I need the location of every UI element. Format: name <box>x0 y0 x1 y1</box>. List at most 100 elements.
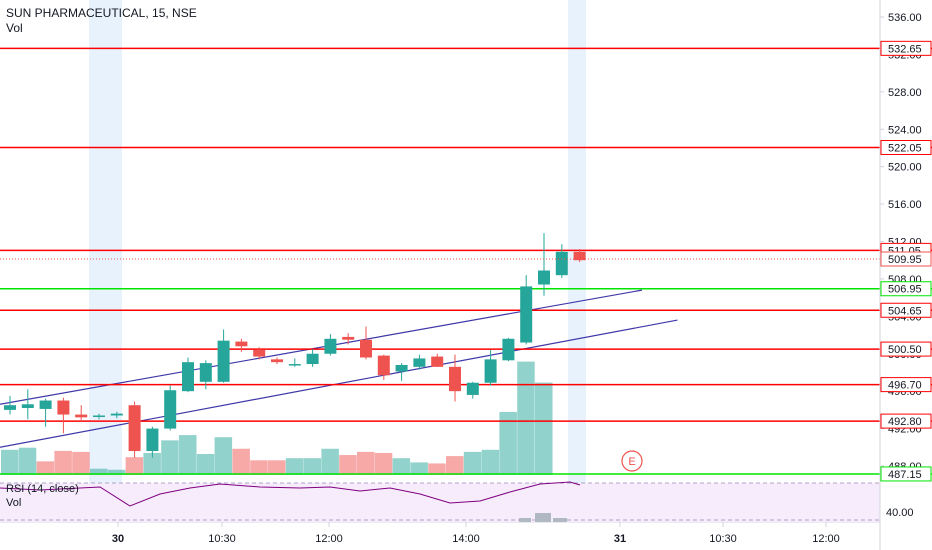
volume-bar <box>481 449 500 475</box>
volume-legend-label: Vol <box>6 21 23 35</box>
volume-bar <box>285 458 304 475</box>
volume-bar <box>517 361 535 475</box>
candle-body <box>271 359 283 363</box>
volume-bar <box>90 468 108 475</box>
level-tag-label: 504.65 <box>888 305 922 317</box>
candle-body <box>128 405 141 452</box>
candle-body <box>306 353 319 365</box>
time-axis[interactable]: 30 10:30 12:00 14:00 31 10:30 12:00 <box>112 522 840 545</box>
volume-bar <box>18 447 37 475</box>
current-price-tag <box>880 251 932 267</box>
volume-bar <box>268 460 286 475</box>
current-price-label: 509.95 <box>888 254 922 266</box>
price-tick-label: 520.00 <box>888 162 922 174</box>
price-tick-label: 536.00 <box>888 12 922 24</box>
price-tick-label: 524.00 <box>888 124 922 136</box>
candle-body <box>164 390 177 429</box>
rsi-level-label: 40.00 <box>886 507 914 519</box>
price-tick-label: 516.00 <box>888 199 922 211</box>
rsi-band <box>0 483 880 522</box>
volume-bar <box>374 452 393 475</box>
volume-bar <box>321 448 339 475</box>
volume-bars <box>1 361 553 475</box>
candle-body <box>75 414 88 418</box>
event-marker-label: E <box>628 456 635 468</box>
candle-body <box>413 358 426 367</box>
candle-body <box>538 270 550 285</box>
level-tag <box>880 40 932 56</box>
rsi-indicator-label: RSI (14, close) <box>6 483 79 495</box>
candle-body <box>217 340 230 382</box>
volume-bar <box>232 448 250 475</box>
volume-bar <box>410 462 428 475</box>
volume-bar <box>428 463 446 475</box>
level-tag-label: 487.15 <box>888 469 922 481</box>
candle-body <box>253 350 266 357</box>
candle-body <box>395 364 408 372</box>
level-tag-label: 492.80 <box>888 416 922 428</box>
level-tag <box>880 341 932 357</box>
candle-body <box>93 415 105 417</box>
candle-body <box>39 400 52 409</box>
candle-body <box>57 400 70 415</box>
level-tag-label: 500.50 <box>888 344 922 356</box>
candle-body <box>235 341 248 347</box>
volume-bar <box>179 435 197 475</box>
volume-bar <box>499 412 517 475</box>
candle-body <box>324 338 337 354</box>
rsi-volume-bar <box>535 513 551 522</box>
candle-body <box>110 413 123 416</box>
volume-bar <box>107 469 126 475</box>
price-tick-label: 528.00 <box>888 87 922 99</box>
level-tag <box>880 377 932 393</box>
horizontal-levels[interactable] <box>0 47 932 475</box>
price-axis[interactable]: 536.00532.00528.00524.00520.00516.00512.… <box>879 0 932 550</box>
level-tag-label: 496.70 <box>888 380 922 392</box>
level-tag-label: 506.95 <box>888 284 922 296</box>
time-tick-label: 10:30 <box>709 533 737 545</box>
time-tick-label: 12:00 <box>812 533 840 545</box>
level-tag-label: 522.05 <box>888 142 922 154</box>
time-tick-label: 14:00 <box>452 533 480 545</box>
time-tick-label: 10:30 <box>208 533 236 545</box>
level-tag <box>880 281 932 297</box>
volume-bar <box>463 451 482 475</box>
candle-body <box>146 428 159 452</box>
volume-bar <box>72 451 90 475</box>
candle-body <box>4 405 16 410</box>
candle-body <box>342 336 355 340</box>
time-tick-label: 12:00 <box>315 533 343 545</box>
rsi-volume-bar <box>519 518 531 522</box>
trendline[interactable] <box>0 319 678 448</box>
candle-body <box>555 251 568 276</box>
volume-bar <box>392 458 411 475</box>
time-tick-label: 31 <box>614 533 626 545</box>
rsi-line <box>0 481 581 522</box>
volume-bar <box>339 455 357 475</box>
rsi-volume-bar <box>553 518 567 522</box>
rsi-legend: RSI (14, close) Vol <box>6 482 79 510</box>
candle-body <box>182 362 194 392</box>
level-tag <box>880 302 932 318</box>
candle-body <box>377 355 390 376</box>
candle-body <box>431 356 444 367</box>
volume-bar <box>250 460 268 475</box>
volume-bar <box>125 457 144 475</box>
level-tag <box>880 139 932 155</box>
rsi-volume-label: Vol <box>6 497 22 509</box>
volume-bar <box>161 440 179 475</box>
rsi-axis: 40.00 <box>886 507 914 519</box>
volume-bar <box>303 458 322 475</box>
chart-legend: SUN PHARMACEUTICAL, 15, NSE Vol <box>6 6 197 36</box>
candle-body <box>484 359 497 383</box>
event-marker[interactable]: E <box>621 450 643 472</box>
volume-bar <box>143 452 161 475</box>
candle-body <box>360 339 372 358</box>
volume-bar <box>535 382 553 475</box>
candle-body <box>520 286 533 343</box>
candlesticks <box>4 233 586 458</box>
level-tag <box>880 413 932 429</box>
candle-body <box>21 404 34 409</box>
candle-body <box>288 364 301 366</box>
